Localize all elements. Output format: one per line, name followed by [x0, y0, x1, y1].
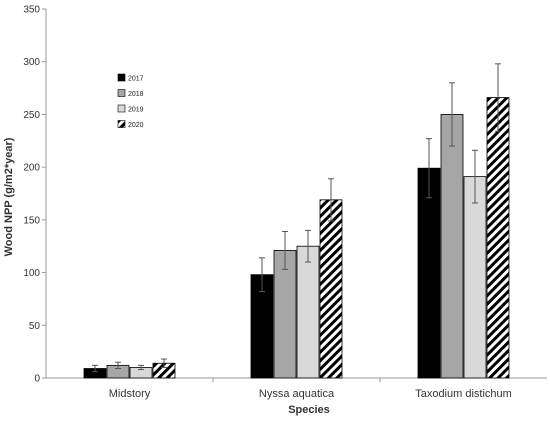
- y-tick-label: 50: [29, 321, 41, 332]
- legend-label: 2019: [128, 107, 144, 114]
- plot-area: 0 50 100 150 200 250 300 350 Midstory Nyssa aquat…: [23, 5, 547, 400]
- legend-swatch: [117, 73, 126, 82]
- y-tick-label: 250: [23, 110, 40, 121]
- legend-swatch: [117, 89, 126, 97]
- bar: [440, 114, 464, 379]
- legend-swatch: [117, 104, 126, 113]
- legend-swatch: [117, 120, 126, 128]
- y-tick-label: 200: [23, 163, 40, 174]
- y-tick-label: 300: [23, 57, 40, 68]
- y-tick-label: 350: [23, 5, 40, 16]
- y-tick-label: 0: [34, 374, 40, 385]
- legend-label: 2017: [128, 76, 144, 83]
- x-axis-title: Species: [288, 404, 330, 416]
- x-tick-label: Nyssa aquatica: [259, 388, 335, 400]
- y-axis-title: Wood NPP (g/m2*year): [3, 137, 15, 256]
- x-tick-label: Taxodium distichum: [415, 388, 512, 400]
- y-tick-label: 150: [23, 215, 40, 226]
- bar: [486, 97, 510, 379]
- legend-label: 2020: [128, 122, 144, 129]
- bar: [319, 199, 343, 379]
- bar: [463, 176, 487, 379]
- legend-label: 2018: [128, 91, 144, 98]
- y-tick-label: 100: [23, 268, 40, 279]
- bar: [417, 167, 441, 379]
- bar: [296, 245, 320, 379]
- x-tick-label: Midstory: [109, 388, 151, 400]
